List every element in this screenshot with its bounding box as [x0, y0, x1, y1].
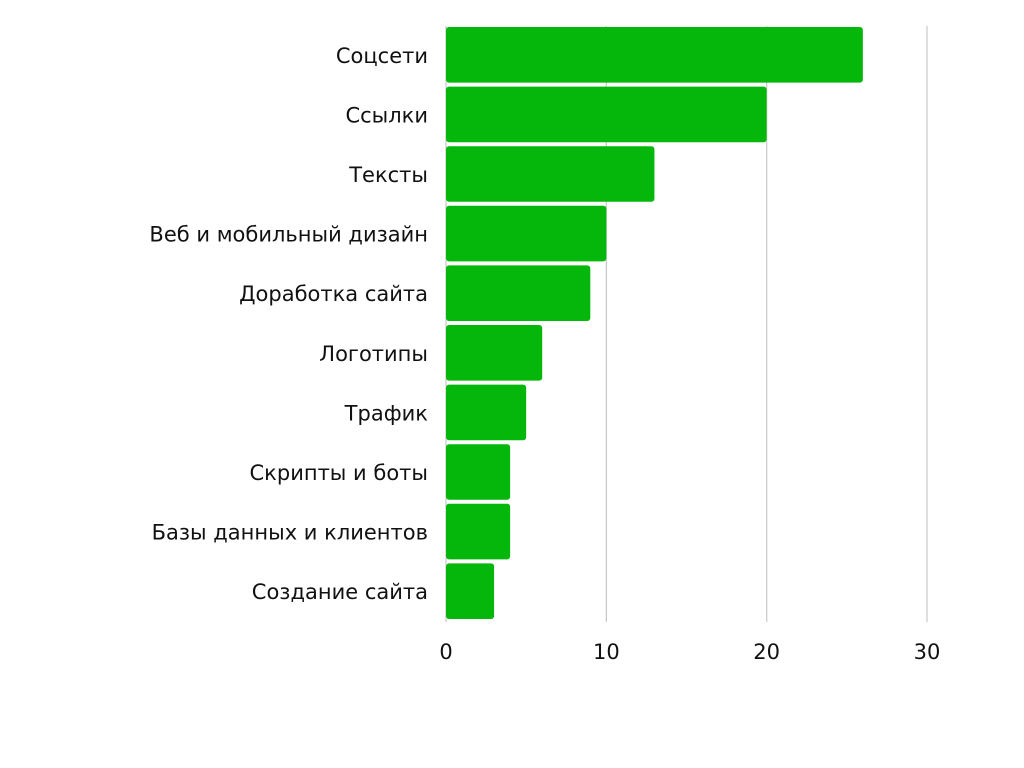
category-label: Создание сайта: [252, 580, 428, 604]
category-label: Трафик: [344, 401, 428, 425]
x-tick-label: 20: [753, 640, 780, 664]
x-axis-ticks: 0 10 20 30: [439, 640, 940, 664]
bar: [446, 265, 591, 321]
category-label: Доработка сайта: [239, 282, 428, 306]
category-label: Скрипты и боты: [250, 461, 428, 485]
category-label: Тексты: [348, 163, 428, 187]
bar: [446, 86, 767, 143]
category-label: Соцсети: [336, 44, 428, 68]
x-tick-label: 0: [439, 640, 452, 664]
bar: [446, 444, 511, 500]
category-label: Логотипы: [319, 342, 428, 366]
category-label: Базы данных и клиентов: [152, 521, 428, 545]
category-label: Веб и мобильный дизайн: [149, 223, 428, 247]
bar: [446, 146, 655, 202]
bar: [446, 27, 863, 83]
bar: [446, 325, 543, 381]
category-label: Ссылки: [345, 103, 428, 127]
bars: [446, 27, 863, 619]
bar: [446, 563, 495, 619]
x-tick-label: 30: [914, 640, 941, 664]
bar: [446, 503, 511, 560]
x-tick-label: 10: [593, 640, 620, 664]
category-labels: Соцсети Ссылки Тексты Веб и мобильный дизай…: [149, 44, 428, 604]
bar: [446, 384, 527, 441]
bar: [446, 205, 607, 262]
